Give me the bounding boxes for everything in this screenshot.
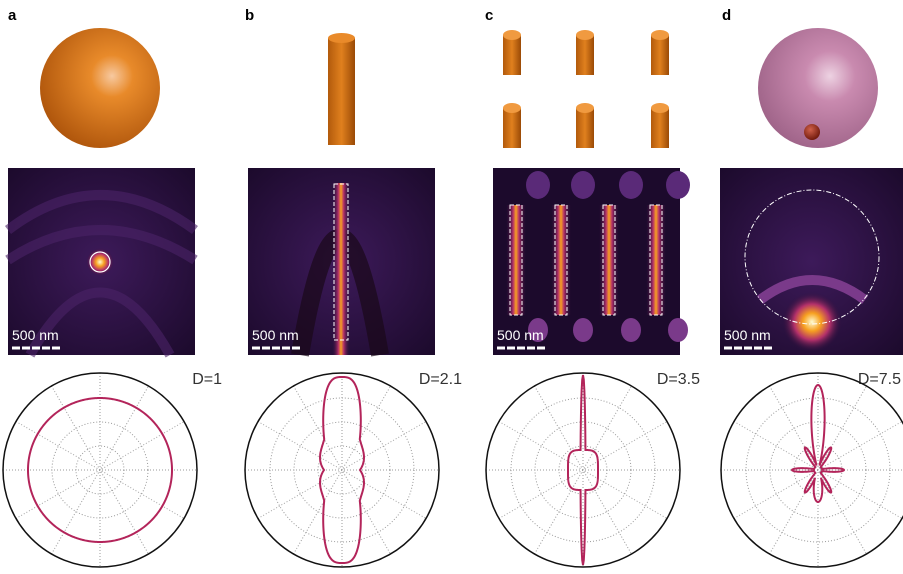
lobe [619, 171, 643, 199]
panel-label: c [485, 7, 493, 24]
field-map [4, 168, 198, 358]
cylinder-top [328, 33, 355, 43]
directivity: D=7.5 [858, 371, 901, 388]
lobe [621, 318, 641, 342]
hotspot [506, 205, 526, 315]
lobe [666, 171, 690, 199]
outline [649, 204, 663, 316]
hotspot [646, 205, 666, 315]
scale-label: 500 nm [497, 327, 544, 343]
cylinder [651, 108, 669, 148]
cylinder [651, 35, 669, 75]
cylinder [576, 35, 594, 75]
polar-frame [2, 372, 198, 568]
cylinder [576, 108, 594, 148]
panel-label: a [8, 7, 17, 24]
polar-spoke [534, 385, 632, 555]
lobe [528, 318, 548, 342]
outline [602, 204, 616, 316]
hotspot [551, 205, 571, 315]
sphere [40, 28, 160, 148]
radiation-pattern [790, 383, 846, 504]
cylinder-top [576, 30, 594, 40]
lobe [526, 171, 550, 199]
directivity: D=2.1 [419, 371, 462, 388]
cylinder-top [503, 103, 521, 113]
scale-label: 500 nm [724, 327, 771, 343]
cylinder-top [576, 103, 594, 113]
polar-frame [244, 372, 440, 568]
cylinder [503, 108, 521, 148]
directivity: D=1 [192, 371, 222, 388]
radiation-pattern [319, 376, 365, 564]
directivity: D=3.5 [657, 371, 700, 388]
lobe [668, 318, 688, 342]
cylinder-top [651, 103, 669, 113]
polar-spoke [769, 385, 867, 555]
cylinder [328, 38, 355, 145]
cylinder [503, 35, 521, 75]
field-map [493, 168, 690, 355]
radiation-pattern [27, 397, 173, 543]
panel-label: d [722, 7, 731, 24]
polar-frame [720, 372, 903, 568]
lobe [571, 171, 595, 199]
hotspot [599, 205, 619, 315]
cylinder-top [503, 30, 521, 40]
polar-spoke [293, 385, 391, 555]
lobe [573, 318, 593, 342]
scale-label: 500 nm [12, 327, 59, 343]
outline [509, 204, 523, 316]
polar-frame [485, 372, 681, 568]
particle [804, 124, 820, 140]
field-map [248, 168, 435, 357]
cylinder-top [651, 30, 669, 40]
panel-label: b [245, 7, 254, 24]
field-map [720, 168, 903, 355]
scale-label: 500 nm [252, 327, 299, 343]
radiation-pattern [567, 374, 599, 566]
outline [554, 204, 568, 316]
sphere [758, 28, 878, 148]
polar-spoke [51, 385, 149, 555]
polar-grid [75, 445, 125, 495]
